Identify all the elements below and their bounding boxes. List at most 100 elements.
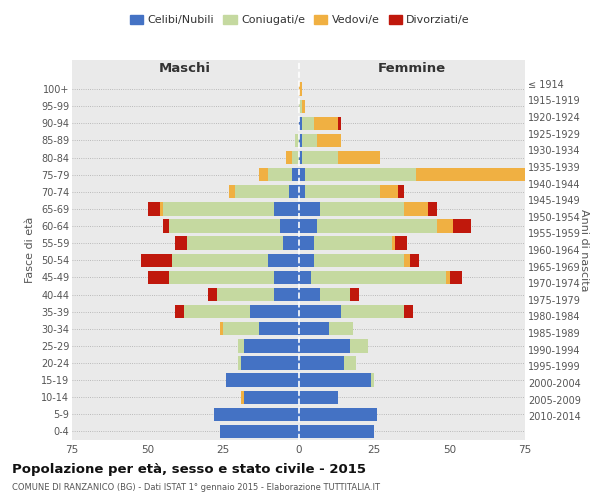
Bar [238, 356, 241, 370]
Bar [241, 390, 244, 404]
Bar [446, 270, 449, 284]
Bar [398, 185, 404, 198]
Bar [148, 270, 169, 284]
Bar [314, 254, 404, 267]
Bar [214, 408, 299, 421]
Bar [187, 236, 283, 250]
Bar [341, 305, 404, 318]
Bar [169, 270, 274, 284]
Bar [317, 220, 437, 232]
Bar [299, 322, 329, 336]
Bar [175, 305, 184, 318]
Bar [299, 288, 320, 301]
Bar [142, 254, 172, 267]
Bar [302, 134, 317, 147]
Bar [217, 288, 274, 301]
Bar [410, 254, 419, 267]
Bar [320, 202, 404, 215]
Bar [208, 288, 217, 301]
Bar [299, 202, 320, 215]
Bar [350, 339, 368, 352]
Bar [302, 151, 338, 164]
Bar [437, 220, 452, 232]
Bar [220, 425, 299, 438]
Y-axis label: Fasce di età: Fasce di età [25, 217, 35, 283]
Bar [299, 305, 341, 318]
Bar [289, 185, 299, 198]
Bar [314, 116, 338, 130]
Bar [148, 202, 160, 215]
Bar [416, 168, 537, 181]
Bar [350, 288, 359, 301]
Bar [299, 116, 302, 130]
Bar [299, 100, 302, 113]
Bar [320, 288, 350, 301]
Bar [344, 356, 356, 370]
Bar [259, 168, 268, 181]
Bar [223, 322, 259, 336]
Bar [314, 236, 392, 250]
Bar [292, 168, 299, 181]
Legend: Celibi/Nubili, Coniugati/e, Vedovi/e, Divorziati/e: Celibi/Nubili, Coniugati/e, Vedovi/e, Di… [125, 10, 475, 30]
Bar [299, 151, 302, 164]
Bar [160, 202, 163, 215]
Text: Femmine: Femmine [377, 62, 446, 76]
Bar [250, 305, 299, 318]
Bar [163, 220, 169, 232]
Bar [299, 254, 314, 267]
Bar [449, 270, 461, 284]
Bar [392, 236, 395, 250]
Bar [299, 270, 311, 284]
Bar [268, 168, 292, 181]
Bar [428, 202, 437, 215]
Bar [235, 185, 289, 198]
Text: Popolazione per età, sesso e stato civile - 2015: Popolazione per età, sesso e stato civil… [12, 462, 366, 475]
Bar [299, 339, 350, 352]
Bar [299, 236, 314, 250]
Bar [404, 202, 428, 215]
Bar [169, 220, 280, 232]
Bar [175, 236, 187, 250]
Bar [380, 185, 398, 198]
Bar [241, 356, 299, 370]
Bar [302, 100, 305, 113]
Bar [371, 374, 374, 387]
Bar [395, 236, 407, 250]
Bar [302, 116, 314, 130]
Bar [311, 270, 446, 284]
Bar [299, 168, 305, 181]
Bar [338, 151, 380, 164]
Bar [299, 425, 374, 438]
Bar [292, 151, 299, 164]
Bar [404, 254, 410, 267]
Bar [184, 305, 250, 318]
Bar [226, 374, 299, 387]
Bar [404, 305, 413, 318]
Bar [172, 254, 268, 267]
Bar [280, 220, 299, 232]
Bar [299, 185, 305, 198]
Text: Maschi: Maschi [159, 62, 211, 76]
Bar [329, 322, 353, 336]
Bar [305, 168, 416, 181]
Bar [274, 270, 299, 284]
Bar [299, 220, 317, 232]
Bar [295, 134, 299, 147]
Y-axis label: Anni di nascita: Anni di nascita [579, 209, 589, 291]
Text: COMUNE DI RANZANICO (BG) - Dati ISTAT 1° gennaio 2015 - Elaborazione TUTTITALIA.: COMUNE DI RANZANICO (BG) - Dati ISTAT 1°… [12, 484, 380, 492]
Bar [274, 288, 299, 301]
Bar [163, 202, 274, 215]
Bar [299, 356, 344, 370]
Bar [338, 116, 341, 130]
Bar [299, 374, 371, 387]
Bar [283, 236, 299, 250]
Bar [299, 134, 302, 147]
Bar [299, 82, 302, 96]
Bar [238, 339, 244, 352]
Bar [452, 220, 470, 232]
Bar [299, 408, 377, 421]
Bar [268, 254, 299, 267]
Bar [259, 322, 299, 336]
Bar [317, 134, 341, 147]
Bar [305, 185, 380, 198]
